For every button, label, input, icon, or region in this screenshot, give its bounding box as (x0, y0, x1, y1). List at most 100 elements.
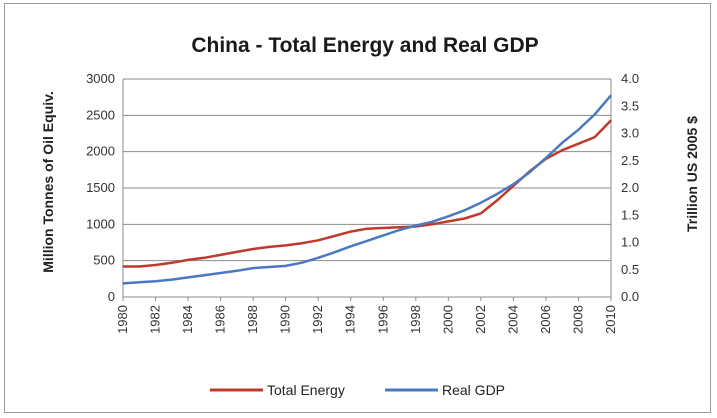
data-point-total-energy (382, 227, 384, 229)
right-tick-label: 0.5 (621, 262, 639, 277)
data-point-real-gdp (138, 281, 140, 283)
right-tick-label: 2.5 (621, 153, 639, 168)
data-point-real-gdp (447, 215, 449, 217)
data-point-total-energy (610, 119, 612, 121)
data-point-real-gdp (610, 94, 612, 96)
series-line-real-gdp (122, 94, 612, 285)
data-point-real-gdp (333, 251, 336, 253)
data-point-total-energy (464, 217, 466, 220)
data-point-real-gdp (594, 113, 596, 115)
right-tick-label: 1.0 (621, 235, 639, 250)
x-tick-label: 1990 (278, 305, 293, 334)
data-point-total-energy (252, 248, 254, 250)
x-tick-label: 1992 (310, 305, 325, 334)
left-tick-label: 1500 (86, 180, 115, 195)
x-tick-label: 1994 (343, 305, 358, 334)
data-point-total-energy (317, 239, 319, 241)
x-tick-label: 2006 (538, 305, 553, 334)
right-tick-label: 4.0 (621, 71, 639, 86)
data-point-real-gdp (512, 183, 514, 185)
data-point-real-gdp (382, 234, 384, 236)
data-point-real-gdp (529, 171, 531, 173)
data-point-total-energy (301, 242, 303, 244)
data-point-total-energy (203, 257, 205, 259)
data-point-real-gdp (464, 209, 466, 211)
chart: China - Total Energy and Real GDP 0 500 10… (40, 34, 700, 398)
left-axis-ticks: 0 500 1000 1500 2000 2500 3000 (86, 71, 115, 304)
data-point-real-gdp (285, 265, 287, 267)
right-tick-label: 3.5 (621, 98, 639, 113)
data-point-real-gdp (577, 129, 580, 131)
right-axis-title: Trillion US 2005 $ (684, 116, 700, 232)
data-point-total-energy (285, 244, 287, 246)
right-tick-label: 0.0 (621, 289, 639, 304)
data-point-total-energy (187, 259, 189, 261)
right-tick-label: 2.0 (621, 180, 639, 195)
right-tick-label: 1.5 (621, 207, 639, 222)
legend: Total Energy Real GDP (210, 382, 505, 398)
data-point-total-energy (366, 228, 368, 230)
left-tick-label: 2500 (86, 107, 115, 122)
data-point-real-gdp (171, 279, 173, 281)
data-point-total-energy (480, 212, 482, 214)
data-point-total-energy (561, 149, 563, 151)
data-point-real-gdp (366, 240, 368, 242)
data-point-total-energy (398, 226, 401, 228)
x-tick-label: 2008 (570, 305, 585, 334)
data-point-total-energy (496, 199, 498, 201)
chart-frame: China - Total Energy and Real GDP 0 500 10… (4, 3, 711, 413)
legend-label-total-energy: Total Energy (267, 382, 345, 398)
data-point-total-energy (431, 223, 433, 225)
x-tick-label: 1980 (115, 305, 130, 334)
data-point-real-gdp (236, 270, 238, 272)
data-point-total-energy (220, 254, 222, 256)
data-point-real-gdp (431, 221, 433, 223)
data-point-total-energy (154, 264, 157, 266)
data-point-real-gdp (203, 274, 205, 276)
x-tick-label: 2004 (505, 305, 520, 334)
data-point-real-gdp (301, 262, 303, 264)
x-tick-label: 1998 (408, 305, 423, 334)
data-point-real-gdp (252, 267, 254, 269)
data-point-total-energy (268, 246, 270, 248)
x-tick-label: 1984 (180, 305, 195, 334)
gridlines (122, 78, 612, 298)
x-tick-label: 1982 (148, 305, 163, 334)
x-tick-label: 1986 (213, 305, 228, 334)
data-point-real-gdp (561, 142, 563, 144)
series-lines (122, 94, 612, 285)
data-point-total-energy (236, 251, 238, 253)
data-point-real-gdp (154, 280, 157, 282)
right-tick-label: 3.0 (621, 126, 639, 141)
left-tick-label: 0 (108, 289, 115, 304)
x-tick-label: 2010 (603, 305, 618, 334)
data-point-real-gdp (545, 157, 547, 159)
data-point-real-gdp (496, 193, 498, 195)
data-point-real-gdp (350, 245, 352, 247)
data-point-total-energy (577, 143, 580, 145)
data-point-total-energy (171, 262, 173, 264)
data-point-real-gdp (317, 257, 319, 259)
data-point-total-energy (447, 220, 449, 222)
data-point-real-gdp (122, 282, 124, 284)
data-point-real-gdp (268, 266, 270, 268)
data-point-total-energy (350, 231, 352, 233)
data-point-total-energy (138, 265, 140, 268)
data-point-real-gdp (415, 225, 417, 227)
legend-label-real-gdp: Real GDP (442, 382, 505, 398)
x-axis-ticks: 1980 1982 1984 1986 1988 1990 1992 1994 1996 1998… (115, 297, 618, 334)
left-axis-title: Million Tonnes of Oil Equiv. (40, 91, 56, 272)
x-tick-label: 1988 (245, 305, 260, 334)
data-point-total-energy (594, 136, 596, 138)
x-tick-label: 1996 (375, 305, 390, 334)
series-line-total-energy (123, 119, 612, 268)
left-tick-label: 3000 (86, 71, 115, 86)
left-tick-label: 1000 (86, 216, 115, 231)
data-point-total-energy (333, 235, 336, 237)
left-tick-label: 500 (93, 253, 115, 268)
data-point-real-gdp (398, 229, 401, 231)
data-point-real-gdp (220, 272, 222, 274)
data-point-real-gdp (187, 276, 189, 278)
x-tick-label: 2002 (473, 305, 488, 334)
data-point-total-energy (122, 265, 124, 268)
